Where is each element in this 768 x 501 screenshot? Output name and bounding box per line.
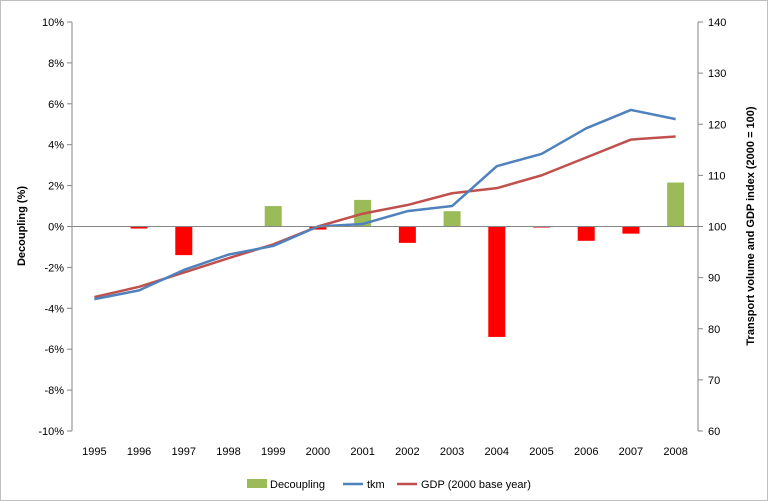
bar-decoupling [488,226,506,337]
x-tick-label: 2003 [440,446,464,458]
left-tick-label: -8% [44,385,64,397]
left-tick-label: 0% [48,222,64,234]
right-tick-label: 100 [708,222,726,234]
right-tick-label: 120 [708,119,726,131]
left-tick-label: 10% [42,17,64,29]
right-tick-label: 60 [708,426,720,438]
bar-decoupling [622,226,640,234]
bar-decoupling [443,211,461,227]
line-gdp [94,135,676,299]
bar-decoupling [264,206,282,227]
lines-layer [94,108,676,301]
bars-layer [130,182,685,337]
bar-decoupling [577,226,595,241]
x-tick-label: 1998 [216,446,240,458]
x-tick-label: 2006 [574,446,598,458]
x-tick-label: 1995 [82,446,106,458]
right-tick-label: 90 [708,273,720,285]
right-tick-label: 80 [708,324,720,336]
left-tick-label: -2% [44,262,64,274]
left-axis-title: Decoupling (%) [16,186,28,266]
x-tick-label: 2007 [619,446,643,458]
left-tick-label: 2% [48,181,64,193]
line-tkm [94,108,676,301]
bar-decoupling [175,226,193,256]
right-tick-label: 140 [708,17,726,29]
right-tick-label: 130 [708,68,726,80]
bar-decoupling [667,182,685,227]
bar-decoupling [130,226,148,229]
left-tick-label: 6% [48,99,64,111]
x-tick-label: 2005 [529,446,553,458]
legend-label-tkm: tkm [367,479,385,491]
x-tick-label: 2004 [485,446,509,458]
left-tick-label: 8% [48,58,64,70]
bar-decoupling [398,226,416,243]
left-tick-label: -4% [44,303,64,315]
left-tick-label: -10% [38,426,64,438]
x-tick-label: 2008 [663,446,687,458]
right-tick-label: 70 [708,375,720,387]
ticks-layer: -10% -8% -6% -4% -2% 0% 2% 4% 6% 8% 10% 60 70 80 90 100… [38,17,726,458]
bar-decoupling [309,226,327,230]
bar-decoupling [533,226,550,228]
left-tick-label: 4% [48,140,64,152]
legend-label-gdp: GDP (2000 base year) [421,479,531,491]
x-tick-label: 1999 [261,446,285,458]
x-tick-label: 2002 [395,446,419,458]
axes-layer [71,22,699,431]
right-axis-title: Transport volume and GDP index (2000 = 1… [745,106,757,345]
legend-swatch-decoupling [247,479,267,488]
legend-label-decoupling: Decoupling [270,479,325,491]
legend: Decoupling tkm GDP (2000 base year) [247,479,531,491]
right-tick-label: 110 [708,170,726,182]
x-tick-label: 1997 [172,446,196,458]
x-tick-label: 1996 [127,446,151,458]
x-tick-label: 2001 [350,446,374,458]
left-tick-label: -6% [44,344,64,356]
x-tick-label: 2000 [306,446,330,458]
